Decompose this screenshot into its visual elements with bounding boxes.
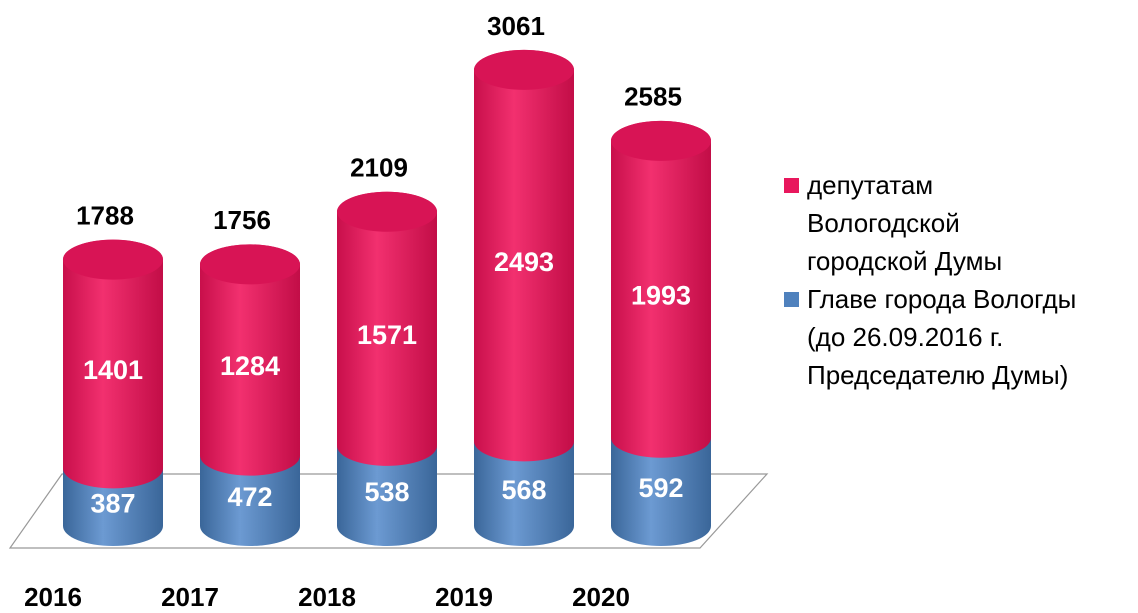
bar-segment [337, 191, 437, 466]
total-label: 1756 [213, 205, 271, 235]
value-label: 538 [364, 477, 409, 507]
cylinder-top [337, 191, 437, 232]
x-tick-label: 2020 [572, 582, 630, 612]
legend-item: Главе города Вологды (до 26.09.2016 г. П… [784, 280, 1076, 394]
x-tick-label: 2019 [435, 582, 493, 612]
total-label: 2585 [624, 82, 682, 112]
value-label: 1571 [357, 320, 417, 350]
cylinder-top [200, 244, 300, 285]
legend-swatch [784, 178, 799, 193]
legend-label: депутатам Вологодской городской Думы [807, 170, 1003, 276]
value-label: 592 [638, 473, 683, 503]
total-label: 2109 [350, 153, 408, 183]
value-label: 387 [90, 488, 135, 518]
cylinder-top [474, 49, 574, 90]
x-tick-label: 2016 [24, 582, 82, 612]
value-label: 1993 [631, 280, 691, 310]
cylinder-top [611, 120, 711, 161]
bar-segment [63, 239, 163, 489]
value-label: 1284 [220, 351, 280, 381]
x-tick-label: 2017 [161, 582, 219, 612]
bar-segment [611, 120, 711, 458]
x-tick-label: 2018 [298, 582, 356, 612]
cylinder-top [63, 239, 163, 280]
value-label: 568 [501, 475, 546, 505]
value-label: 1401 [83, 355, 143, 385]
legend: депутатам Вологодской городской Думы Глав… [784, 166, 1076, 394]
value-label: 472 [227, 482, 272, 512]
bar-segment [200, 244, 300, 476]
bar-segment [474, 49, 574, 462]
legend-swatch [784, 292, 799, 307]
total-label: 3061 [487, 11, 545, 41]
plot: 387 1401 1788 2016 472 1284 1756 2017 538 1571 210… [8, 11, 769, 612]
legend-item: депутатам Вологодской городской Думы [784, 166, 1076, 280]
total-label: 1788 [76, 200, 134, 230]
value-label: 2493 [494, 247, 554, 277]
legend-label: Главе города Вологды (до 26.09.2016 г. П… [807, 284, 1077, 390]
